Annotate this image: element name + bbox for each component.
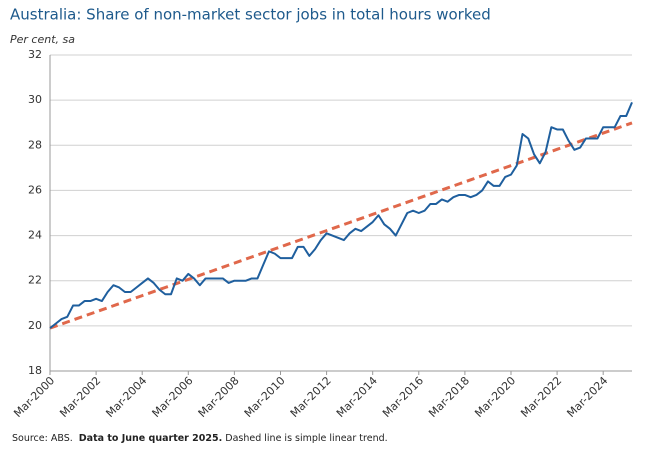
x-tick-label: Mar-2000 — [11, 374, 57, 420]
chart-title: Australia: Share of non-market sector jo… — [10, 6, 491, 24]
data-line — [49, 102, 633, 329]
note: Data to June quarter 2025. — [78, 433, 223, 444]
chart: Australia: Share of non-market sector jo… — [10, 6, 633, 420]
x-tick-label: Mar-2018 — [426, 374, 472, 420]
x-tick-label: Mar-2020 — [472, 374, 518, 420]
x-tick-label: Mar-2002 — [57, 374, 103, 420]
y-tick-label: 20 — [28, 319, 42, 332]
x-tick-label: Mar-2012 — [288, 374, 334, 420]
x-tick-label: Mar-2024 — [564, 374, 610, 420]
x-tick-label: Mar-2010 — [242, 374, 288, 420]
note: Dashed line is simple linear trend. — [225, 433, 388, 444]
y-tick-label: 28 — [28, 138, 42, 151]
footnote: Source: ABS. Data to June quarter 2025. … — [12, 433, 388, 444]
y-tick-label: 32 — [28, 48, 42, 61]
y-tick-label: 18 — [28, 364, 42, 377]
y-tick-label: 22 — [28, 274, 42, 287]
y-axis-label: Per cent, sa — [10, 33, 75, 46]
x-tick-label: Mar-2016 — [380, 374, 426, 420]
x-tick-label: Mar-2006 — [150, 374, 196, 420]
x-tick-label: Mar-2008 — [196, 374, 242, 420]
x-tick-label: Mar-2022 — [518, 374, 564, 420]
x-tick-label: Mar-2014 — [334, 374, 380, 420]
y-tick-label: 30 — [28, 93, 42, 106]
y-tick-label: 24 — [28, 229, 42, 242]
source: Source: ABS. — [12, 433, 73, 444]
y-tick-label: 26 — [28, 183, 42, 196]
x-tick-label: Mar-2004 — [103, 374, 149, 420]
